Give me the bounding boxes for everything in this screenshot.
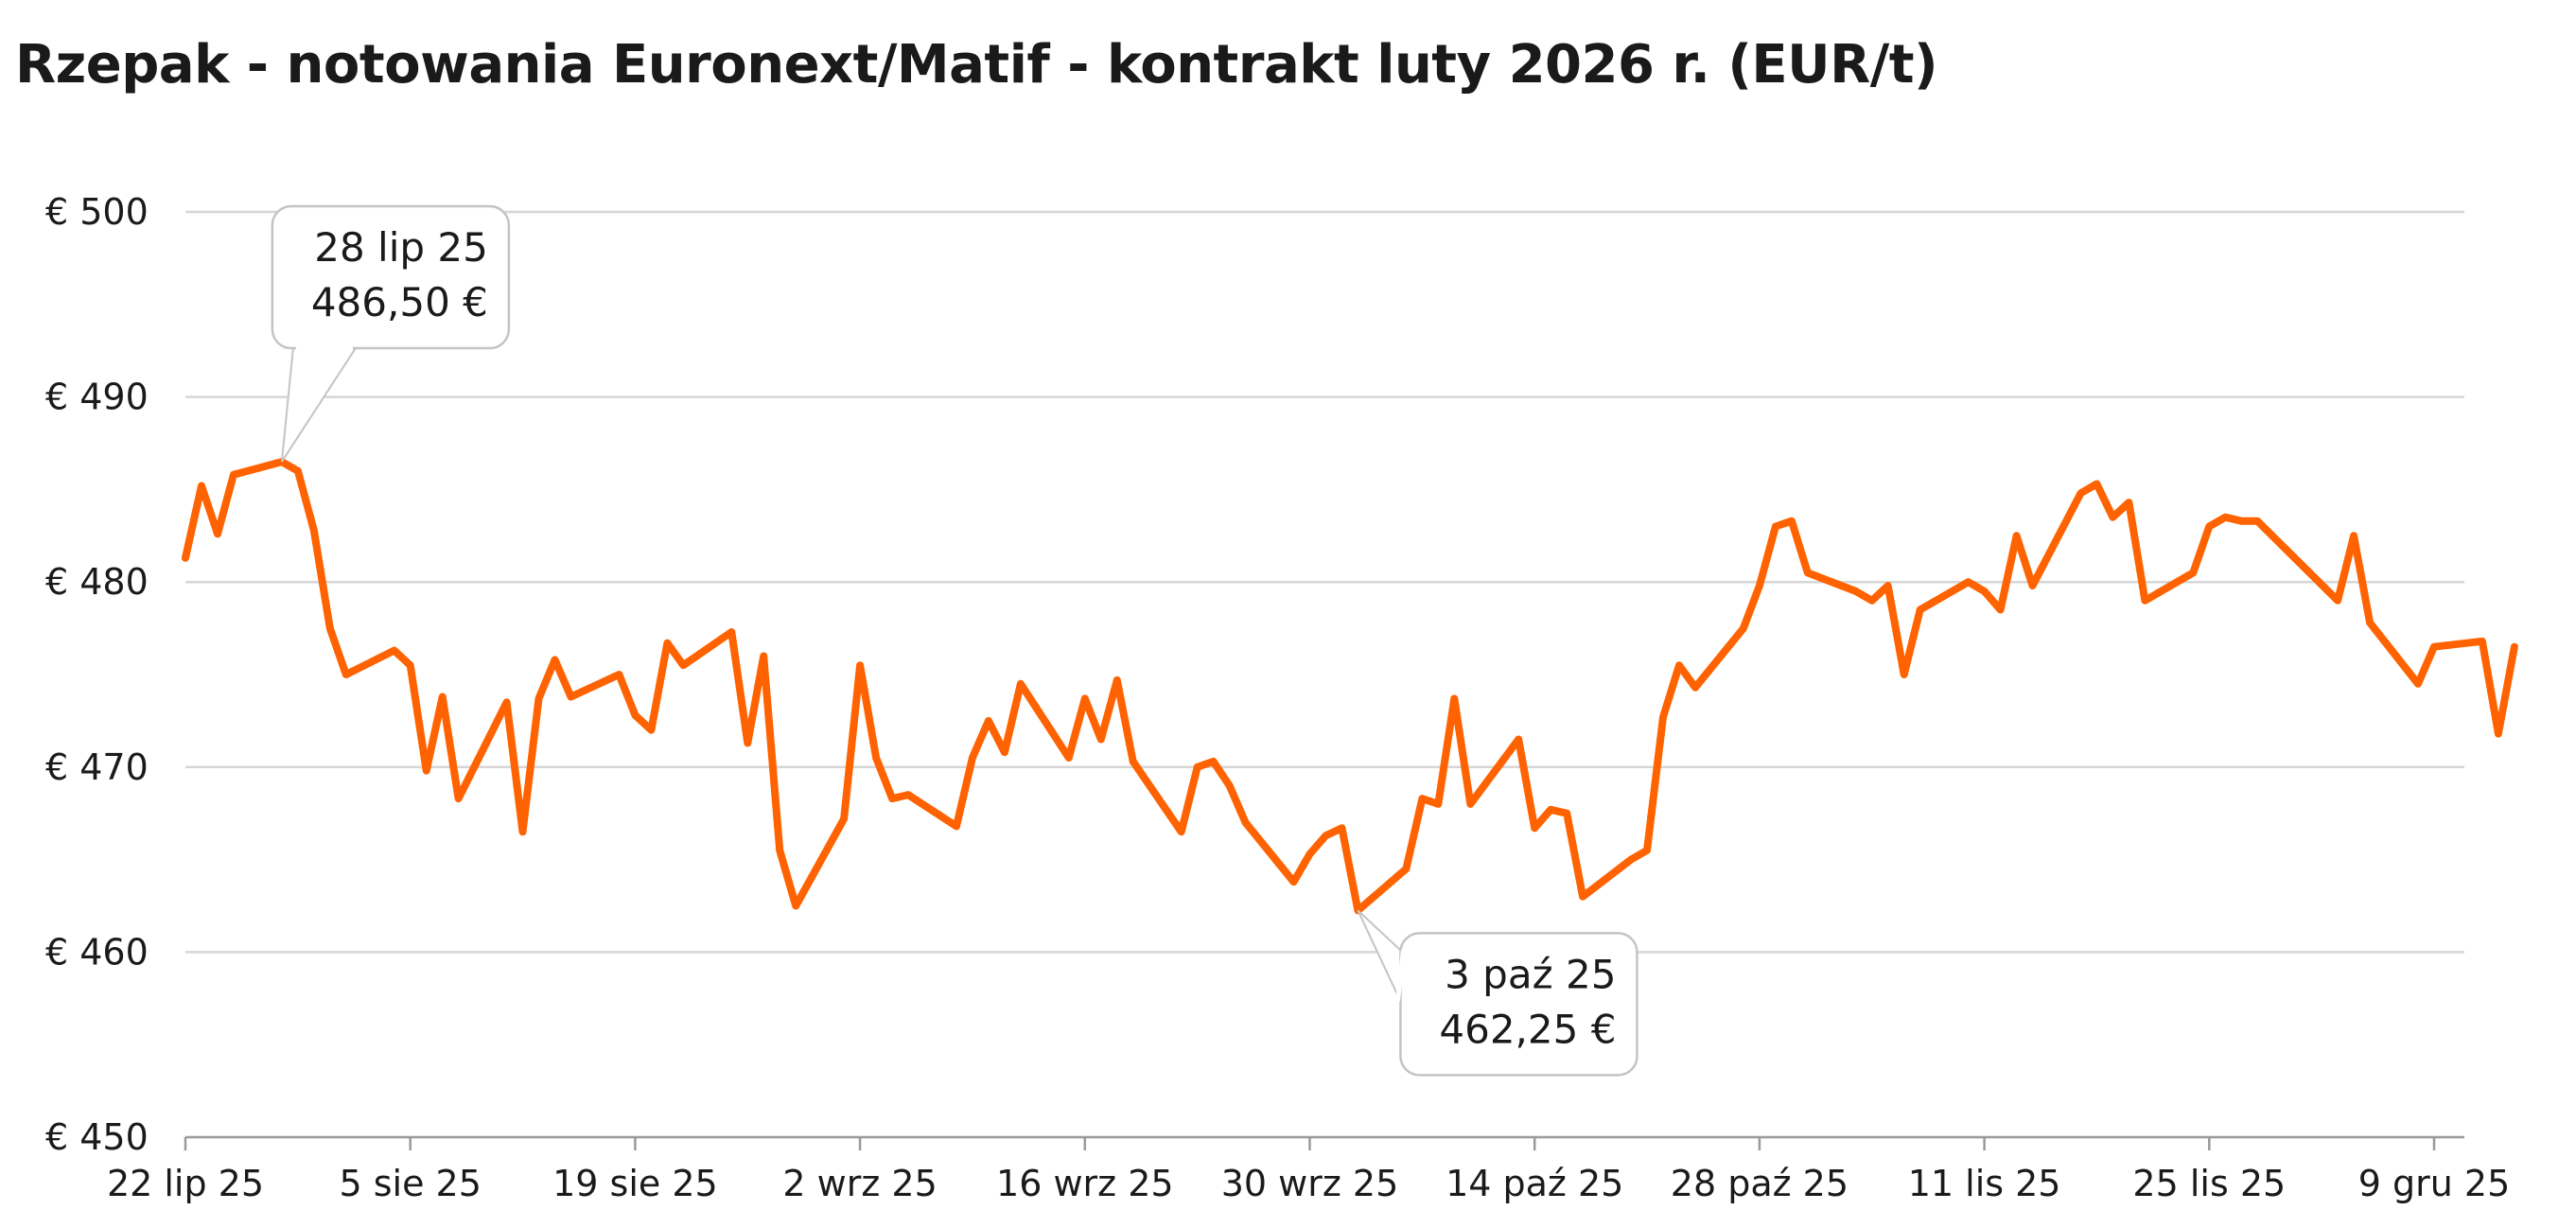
x-tick-label: 28 paź 25: [1671, 1163, 1849, 1204]
callout-date-label: 3 paź 25: [1445, 951, 1616, 997]
y-tick-label: € 500: [45, 191, 149, 233]
x-axis-labels: 22 lip 25 5 sie 25 19 sie 25 2 wrz 25 16 wrz…: [107, 1163, 2510, 1204]
y-tick-label: € 490: [45, 377, 149, 418]
x-tick-label: 22 lip 25: [107, 1163, 264, 1204]
x-axis: [184, 1135, 2464, 1150]
x-tick-label: 5 sie 25: [339, 1163, 481, 1204]
x-tick-label: 9 gru 25: [2358, 1163, 2511, 1204]
x-tick-label: 25 lis 25: [2132, 1163, 2286, 1204]
chart-title: Rzepak - notowania Euronext/Matif - kont…: [15, 34, 1938, 96]
callout-box: [271, 204, 511, 350]
x-tick-label: 14 paź 25: [1446, 1163, 1623, 1204]
callout-pointer: [280, 347, 358, 463]
y-tick-label: € 450: [45, 1116, 149, 1158]
x-tick-label: 30 wrz 25: [1221, 1163, 1399, 1204]
callout-date-label: 28 lip 25: [314, 224, 488, 271]
x-tick-label: 19 sie 25: [552, 1163, 718, 1204]
x-tick-label: 11 lis 25: [1908, 1163, 2061, 1204]
annotation-callout: 3 paź 25 462,25 €: [1357, 909, 1638, 1077]
x-tick-label: 16 wrz 25: [996, 1163, 1174, 1204]
gridlines: [185, 210, 2464, 954]
y-tick-label: € 470: [45, 746, 149, 788]
annotation-callout: 28 lip 25 486,50 €: [271, 204, 511, 463]
series-line: [182, 458, 2518, 915]
callout-box: [1399, 932, 1638, 1077]
callout-value-label: 486,50 €: [311, 279, 488, 325]
y-tick-label: € 480: [45, 561, 149, 603]
annotations: 28 lip 25 486,50 € 3 paź 25 462,25 €: [271, 204, 1638, 1077]
series-group: [182, 458, 2518, 915]
callout-pointer: [1357, 909, 1402, 1002]
y-tick-label: € 460: [45, 931, 149, 973]
callout-value-label: 462,25 €: [1439, 1006, 1616, 1052]
y-axis-labels: € 450 € 460 € 470 € 480 € 490 € 500: [45, 191, 149, 1158]
x-tick-label: 2 wrz 25: [782, 1163, 937, 1204]
